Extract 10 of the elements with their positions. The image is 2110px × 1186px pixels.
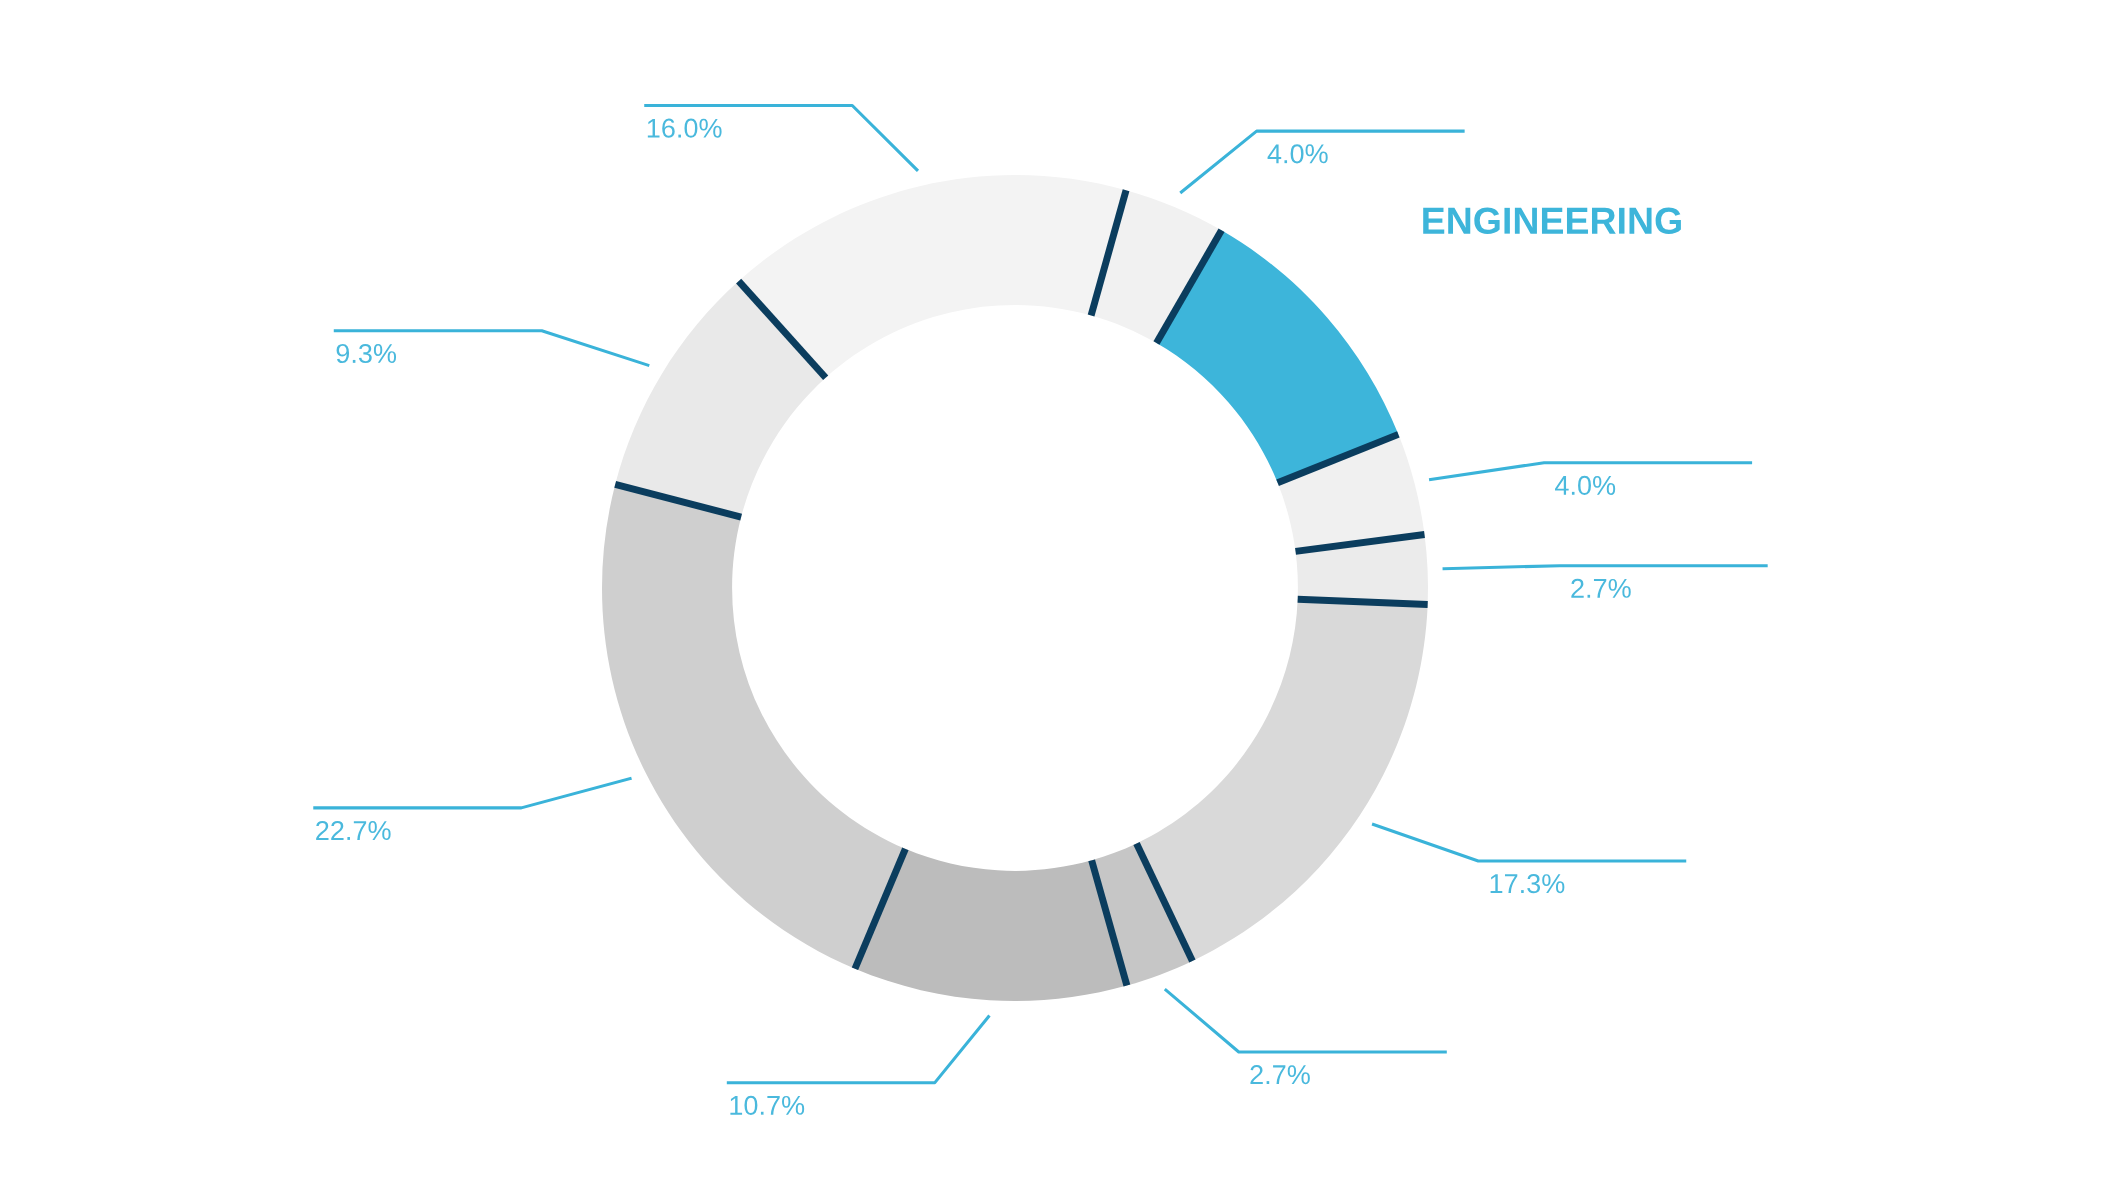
- data-label: 22.7%: [316, 821, 391, 841]
- data-label: 4.0%: [1555, 475, 1616, 496]
- data-label: 2.7%: [1250, 1065, 1310, 1085]
- data-label: 2.7%: [1571, 578, 1631, 598]
- data-label: 16.0%: [647, 118, 722, 138]
- data-label: 17.3%: [1490, 874, 1565, 894]
- data-label: 9.3%: [336, 343, 397, 364]
- data-label: 4.0%: [1267, 144, 1328, 164]
- slice-label: ENGINEERING: [1423, 207, 1681, 234]
- data-label: 10.7%: [730, 1095, 805, 1115]
